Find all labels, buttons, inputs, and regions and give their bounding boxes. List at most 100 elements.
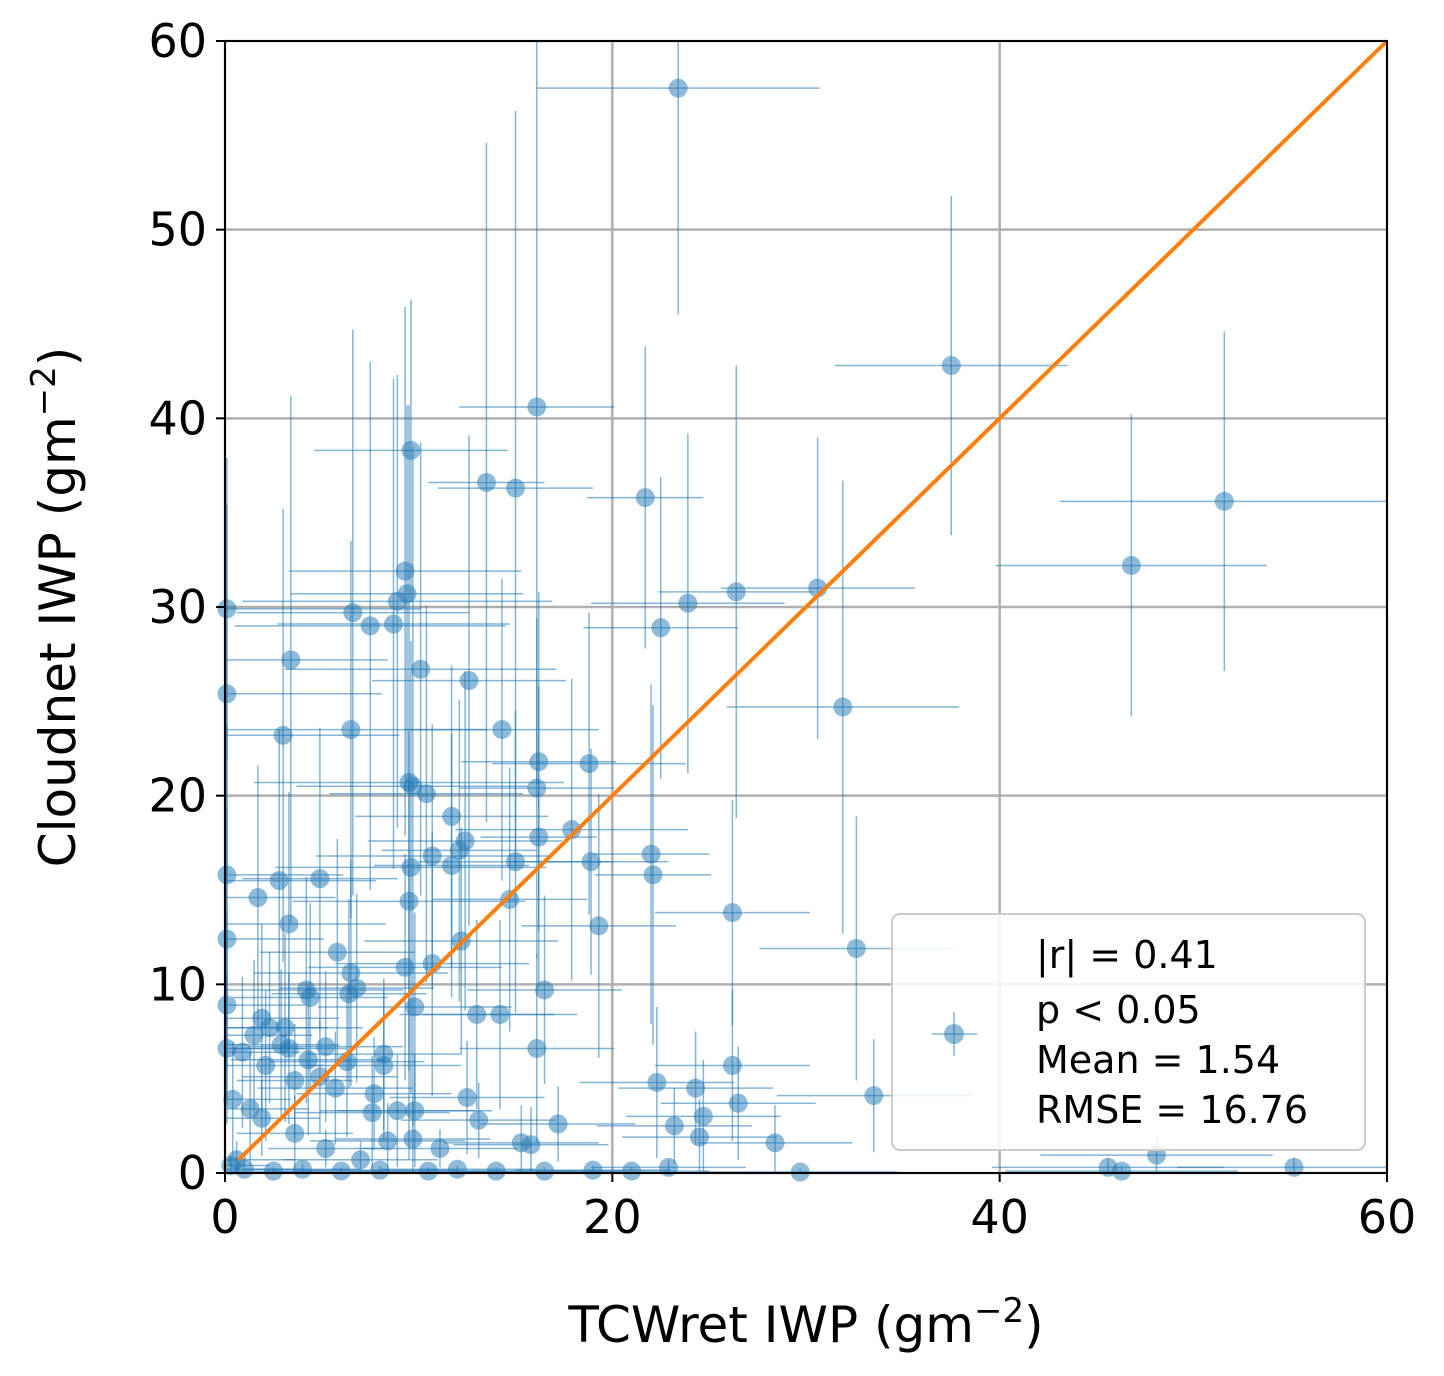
data-point — [418, 1161, 438, 1181]
data-point — [273, 725, 293, 745]
data-point — [331, 1161, 351, 1181]
y-tick-label: 50 — [148, 203, 207, 257]
data-point — [651, 618, 671, 638]
one-to-one-line — [237, 39, 1389, 1162]
data-point — [232, 1042, 252, 1062]
data-point — [641, 844, 661, 864]
data-point — [622, 1161, 642, 1181]
legend-mean: Mean = 1.54 — [1036, 1038, 1280, 1082]
data-point — [256, 1055, 276, 1075]
legend-rmse: RMSE = 16.76 — [1036, 1088, 1308, 1132]
data-point — [486, 1161, 506, 1181]
data-point — [527, 397, 547, 417]
data-point — [387, 591, 407, 611]
data-point — [686, 1078, 706, 1098]
data-point — [341, 720, 361, 740]
legend-p: p < 0.05 — [1036, 988, 1201, 1032]
data-point — [275, 1018, 295, 1038]
data-point — [374, 1055, 394, 1075]
data-point — [1214, 491, 1234, 511]
data-point — [467, 1005, 487, 1025]
data-point — [689, 1127, 709, 1147]
data-point — [500, 889, 520, 909]
data-point — [846, 938, 866, 958]
data-point — [217, 684, 237, 704]
data-point — [476, 472, 496, 492]
legend-marker — [944, 1024, 964, 1044]
data-point — [364, 1084, 384, 1104]
data-point — [527, 778, 547, 798]
data-point — [405, 1101, 425, 1121]
data-point — [459, 671, 479, 691]
data-point — [442, 806, 462, 826]
data-point — [325, 1078, 345, 1098]
data-point — [395, 957, 415, 977]
data-point — [327, 942, 347, 962]
legend-box — [891, 913, 1366, 1151]
axis-ticks: 0 20 40 60 0 10 20 30 40 50 60 — [148, 14, 1416, 1244]
data-point — [300, 988, 320, 1008]
data-point — [864, 1086, 884, 1106]
data-point — [589, 916, 609, 936]
x-tick-label: 20 — [583, 1190, 642, 1244]
data-point — [217, 865, 237, 885]
data-point — [403, 1129, 423, 1149]
data-point — [941, 356, 961, 376]
data-point — [1112, 1161, 1132, 1181]
data-point — [341, 963, 361, 983]
data-point — [535, 980, 555, 1000]
data-point — [728, 1093, 748, 1113]
data-point — [285, 1123, 305, 1143]
data-point — [221, 1155, 241, 1175]
data-point — [310, 869, 330, 889]
data-point — [217, 929, 237, 949]
data-point — [548, 1114, 568, 1134]
data-point — [678, 593, 698, 613]
data-point — [244, 1025, 264, 1045]
data-point — [217, 1038, 237, 1058]
data-point — [442, 855, 462, 875]
y-axis-label: Cloudnet IWP (gm−2) — [24, 347, 87, 868]
data-point — [260, 1018, 280, 1038]
data-point — [351, 1150, 371, 1170]
data-point — [217, 995, 237, 1015]
data-point — [269, 871, 289, 891]
y-tick-label: 20 — [148, 769, 207, 823]
data-point — [765, 1133, 785, 1153]
data-point — [506, 478, 525, 498]
data-point — [579, 754, 599, 774]
data-point — [492, 720, 512, 740]
data-point — [263, 1161, 283, 1181]
data-point — [217, 599, 237, 619]
data-point — [529, 752, 549, 772]
data-point — [527, 1038, 547, 1058]
data-point — [535, 1161, 555, 1181]
data-point — [430, 1138, 450, 1158]
data-point — [521, 1135, 541, 1155]
data-point — [643, 865, 663, 885]
data-point — [401, 440, 421, 460]
data-point — [378, 1131, 398, 1151]
data-point — [285, 1071, 305, 1091]
data-point — [395, 561, 415, 581]
data-point — [252, 1108, 272, 1128]
data-point — [722, 903, 742, 923]
data-point — [562, 820, 582, 840]
data-point — [387, 1101, 407, 1121]
data-point — [223, 1089, 243, 1109]
data-point — [447, 1159, 467, 1179]
x-tick-label: 40 — [970, 1190, 1029, 1244]
y-tick-label: 10 — [148, 957, 207, 1011]
data-point — [292, 1159, 312, 1179]
data-point — [529, 827, 549, 847]
data-point — [316, 1138, 336, 1158]
data-point — [422, 846, 442, 866]
data-point — [668, 78, 688, 98]
data-point — [726, 582, 746, 602]
x-axis-label: TCWret IWP (gm−2) — [567, 1291, 1043, 1354]
x-tick-label: 0 — [210, 1190, 239, 1244]
data-point — [693, 1106, 713, 1126]
data-point — [647, 1072, 667, 1092]
data-point — [833, 697, 853, 717]
